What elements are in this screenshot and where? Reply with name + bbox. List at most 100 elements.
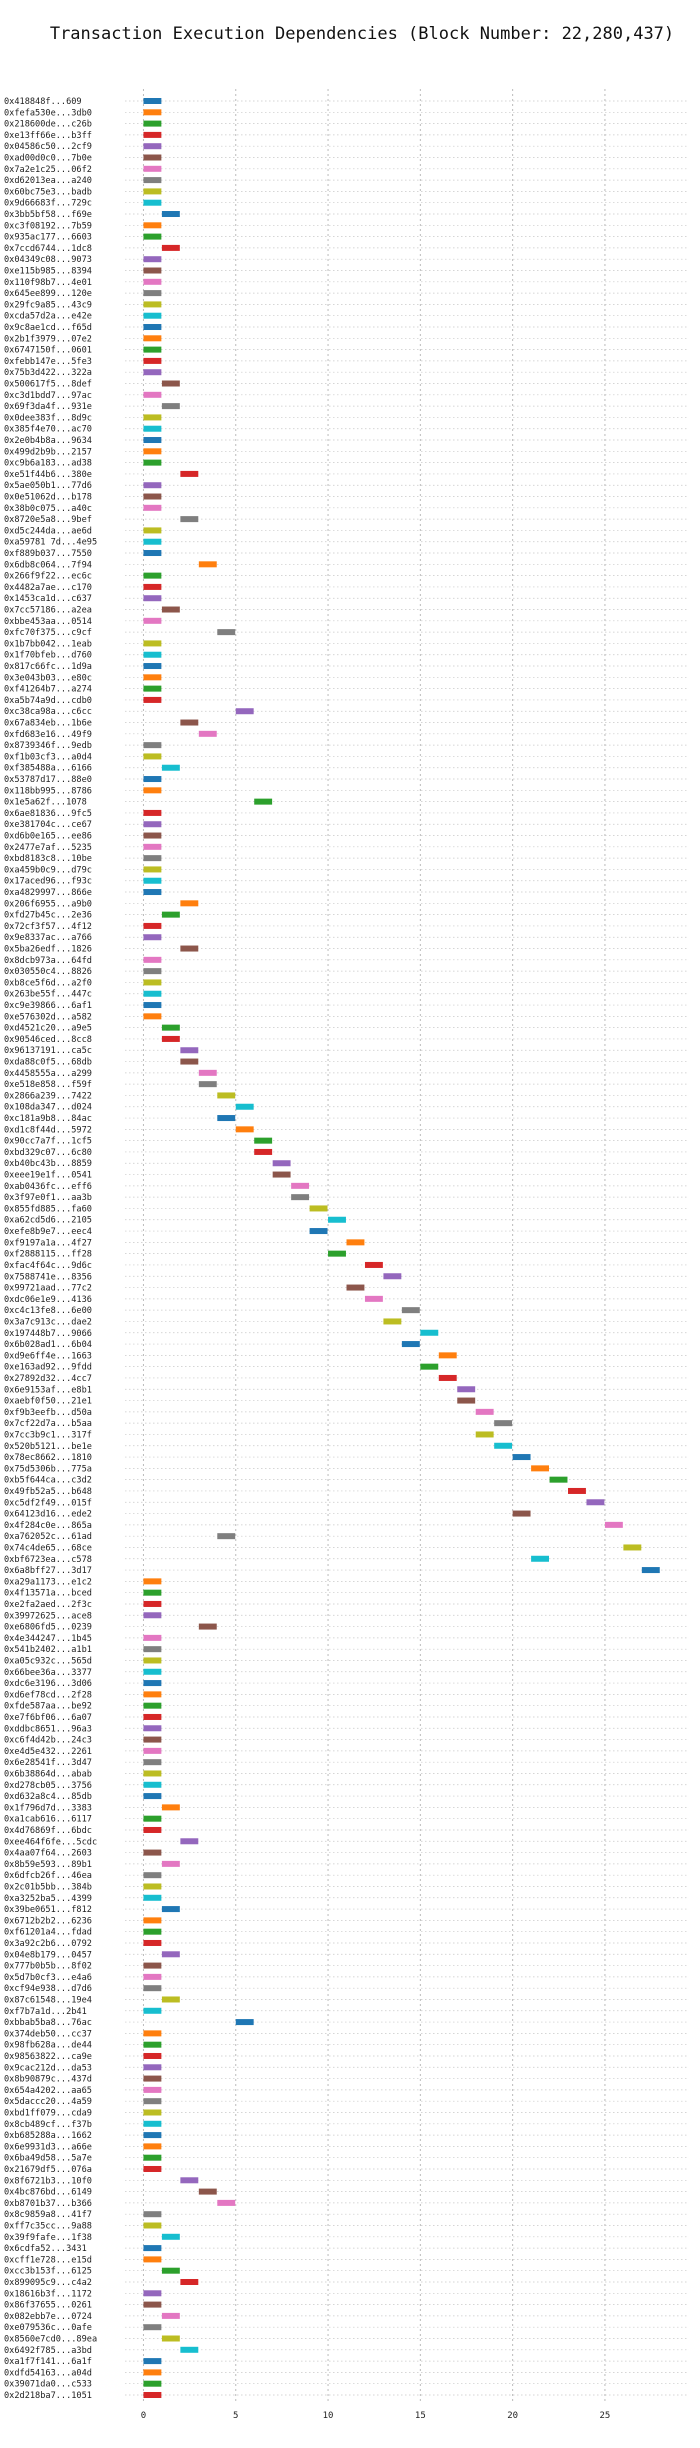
- transaction-bar: [143, 990, 162, 997]
- transaction-bar: [420, 1363, 439, 1370]
- y-tick-label: 0x4bc876bd...6149: [4, 2188, 92, 2198]
- y-tick-label: 0xee464f6fe...5cdc: [4, 1837, 97, 1847]
- transaction-bar: [328, 1216, 346, 1223]
- y-tick-label: 0x8b90879c...437d: [4, 2075, 92, 2085]
- y-tick-label: 0xe115b985...8394: [4, 267, 92, 277]
- y-tick-label: 0x3f97e0f1...aa3b: [4, 1193, 92, 1203]
- y-tick-label: 0x60bc75e3...badb: [4, 187, 92, 197]
- transaction-bar: [438, 1352, 457, 1359]
- transaction-bar: [143, 493, 162, 500]
- transaction-bar: [143, 2041, 162, 2048]
- transaction-bar: [604, 1521, 623, 1528]
- transaction-bar: [143, 2007, 162, 2014]
- y-tick-label: 0x541b2402...a1b1: [4, 1645, 92, 1655]
- transaction-bar: [143, 843, 162, 850]
- y-tick-label: 0x197448b7...9066: [4, 1329, 92, 1339]
- transaction-bar: [143, 2256, 162, 2263]
- y-tick-label: 0x7cf22d7a...b5aa: [4, 1419, 92, 1429]
- y-tick-label: 0x9d66683f...729c: [4, 199, 92, 209]
- transaction-bar: [143, 527, 162, 534]
- y-tick-label: 0x1453ca1d...c637: [4, 594, 92, 604]
- y-tick-label: 0xe381704c...ce67: [4, 820, 92, 830]
- transaction-bar: [143, 617, 162, 624]
- transaction-bar: [143, 2132, 162, 2139]
- transaction-bar: [143, 346, 162, 353]
- transaction-bar: [309, 1205, 328, 1212]
- transaction-bar: [143, 776, 162, 783]
- y-tick-label: 0x030550c4...8826: [4, 967, 92, 977]
- transaction-bar: [272, 1160, 291, 1167]
- x-tick-label: 10: [323, 2411, 334, 2421]
- y-tick-label: 0x86f37655...0261: [4, 2301, 92, 2311]
- transaction-bar: [143, 1578, 162, 1585]
- y-tick-label: 0xe4d5e432...2261: [4, 1747, 92, 1757]
- y-tick-label: 0x8f6721b3...10f0: [4, 2176, 92, 2186]
- y-tick-label: 0x374deb50...cc37: [4, 2029, 92, 2039]
- transaction-bar: [143, 1973, 162, 1980]
- y-tick-label: 0x2e0b4b8a...9634: [4, 436, 92, 446]
- transaction-bar: [143, 233, 162, 240]
- transaction-bar: [180, 2278, 199, 2285]
- transaction-bar: [161, 2312, 180, 2319]
- y-tick-label: 0xe163ad92...9fdd: [4, 1363, 92, 1373]
- transaction-bar: [198, 1623, 217, 1630]
- transaction-bar: [180, 2177, 199, 2184]
- y-tick-label: 0x499d2b9b...2157: [4, 447, 92, 457]
- transaction-bar: [143, 312, 162, 319]
- y-tick-label: 0x75d5306b...775a: [4, 1464, 92, 1474]
- y-tick-label: 0xad00d0c0...7b0e: [4, 154, 92, 164]
- transaction-bar: [143, 2030, 162, 2037]
- y-tick-label: 0x6e28541f...3d47: [4, 1758, 92, 1768]
- transaction-bar: [161, 1024, 180, 1031]
- transaction-bar: [235, 1126, 254, 1133]
- y-tick-label: 0x67a834eb...1b6e: [4, 719, 92, 729]
- y-tick-label: 0x500617f5...8def: [4, 380, 92, 390]
- y-tick-label: 0x4d76869f...6bdc: [4, 1826, 92, 1836]
- y-tick-label: 0x6ae81836...9fc5: [4, 809, 92, 819]
- y-tick-label: 0x8dcb973a...64fd: [4, 956, 92, 966]
- y-tick-label: 0xb40bc43b...8859: [4, 1159, 92, 1169]
- y-tick-label: 0xd1c8f44d...5972: [4, 1125, 92, 1135]
- transaction-bar: [198, 1081, 217, 1088]
- y-tick-label: 0x654a4202...aa65: [4, 2086, 92, 2096]
- transaction-bar: [143, 2245, 162, 2252]
- y-tick-label: 0x04586c50...2cf9: [4, 142, 92, 152]
- y-tick-label: 0xd4521c20...a9e5: [4, 1024, 92, 1034]
- y-tick-label: 0x899095c9...c4a2: [4, 2278, 92, 2288]
- y-tick-label: 0x87c61548...19e4: [4, 1995, 92, 2005]
- y-tick-label: 0xdc06e1e9...4136: [4, 1295, 92, 1305]
- transaction-bar: [143, 482, 162, 489]
- xtick-layer: 0 5 10 15 20 25: [141, 2411, 611, 2421]
- transaction-bar: [143, 1883, 162, 1890]
- y-tick-label: 0xa762052c...61ad: [4, 1532, 92, 1542]
- y-tick-label: 0x2866a239...7422: [4, 1091, 92, 1101]
- y-tick-label: 0xa59781 7d...4e95: [4, 538, 97, 548]
- chart-title: Transaction Execution Dependencies (Bloc…: [50, 24, 674, 44]
- transaction-bar: [143, 267, 162, 274]
- transaction-bar: [143, 504, 162, 511]
- transaction-bar: [143, 651, 162, 658]
- transaction-bar: [143, 2086, 162, 2093]
- y-tick-label: 0x266f9f22...ec6c: [4, 572, 92, 582]
- y-tick-label: 0xbd8183c8...10be: [4, 854, 92, 864]
- y-tick-label: 0x6dfcb26f...46ea: [4, 1871, 92, 1881]
- transaction-bar: [143, 2109, 162, 2116]
- grid-layer: [125, 89, 688, 2403]
- y-tick-label: 0xfebb147e...5fe3: [4, 357, 92, 367]
- transaction-bar: [143, 1713, 162, 1720]
- transaction-bar: [180, 719, 199, 726]
- y-tick-label: 0x99721aad...77c2: [4, 1284, 92, 1294]
- transaction-bar: [143, 1759, 162, 1766]
- y-tick-label: 0x74c4de65...68ce: [4, 1543, 92, 1553]
- transaction-bar: [161, 1860, 180, 1867]
- transaction-bar: [161, 2335, 180, 2342]
- transaction-bar: [143, 1600, 162, 1607]
- transaction-bar: [161, 403, 180, 410]
- transaction-bar: [568, 1487, 586, 1494]
- y-tick-label: 0xf61201a4...fdad: [4, 1928, 92, 1938]
- y-tick-label: 0x4f13571a...bced: [4, 1589, 92, 1599]
- y-tick-label: 0x110f98b7...4e01: [4, 278, 92, 288]
- transaction-bar: [161, 2267, 180, 2274]
- transaction-bar: [161, 1804, 180, 1811]
